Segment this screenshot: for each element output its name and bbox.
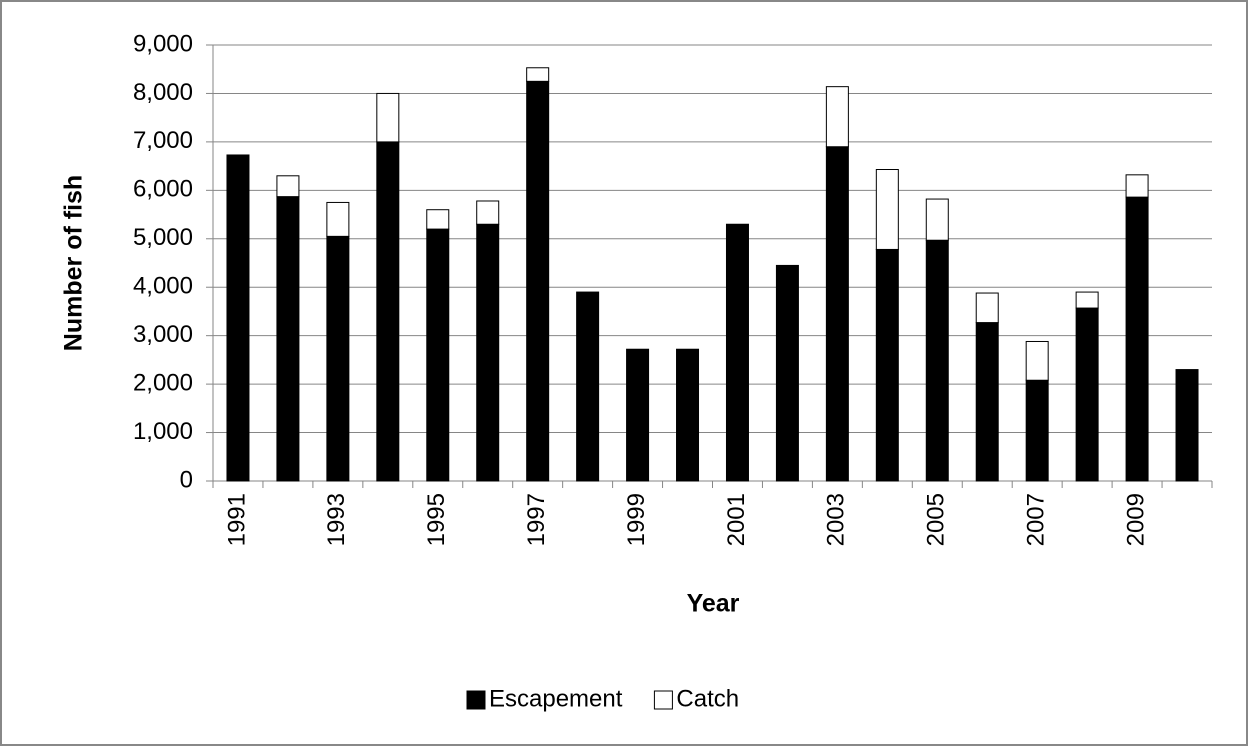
x-tick-label: 2009 — [1122, 493, 1149, 546]
y-tick-label: 4,000 — [133, 273, 193, 300]
x-tick-label: 1995 — [423, 493, 450, 546]
x-tick-label: 2003 — [823, 493, 850, 546]
bar — [825, 86, 849, 148]
bar — [326, 201, 350, 237]
bar — [825, 146, 849, 482]
bar — [1075, 291, 1099, 309]
x-tick-label: 1999 — [623, 493, 650, 546]
bar — [875, 248, 899, 482]
x-tick-label: 2005 — [923, 493, 950, 546]
x-tick-label: 2001 — [723, 493, 750, 546]
bar — [975, 322, 999, 482]
legend-label: Escapement — [489, 685, 623, 712]
bar — [1125, 196, 1149, 482]
bar — [476, 223, 500, 482]
x-axis-title: Year — [687, 590, 740, 618]
y-tick-label: 9,000 — [133, 30, 193, 57]
y-tick-label: 5,000 — [133, 224, 193, 251]
bar — [1075, 307, 1099, 482]
y-tick-label: 7,000 — [133, 127, 193, 154]
y-axis-title: Number of fish — [60, 175, 88, 351]
y-tick-label: 1,000 — [133, 418, 193, 445]
bar — [925, 198, 949, 241]
bar — [276, 196, 300, 482]
bar — [276, 175, 300, 198]
bar — [526, 80, 550, 482]
x-tick-label: 2007 — [1023, 493, 1050, 546]
bar — [476, 200, 500, 225]
bar — [1125, 174, 1149, 198]
y-tick-label: 6,000 — [133, 176, 193, 203]
bar — [1025, 340, 1049, 381]
bar — [725, 223, 749, 482]
bar — [1175, 369, 1199, 482]
bar — [576, 291, 600, 482]
bar — [376, 92, 400, 143]
legend-swatch — [466, 690, 486, 710]
bar — [376, 141, 400, 482]
bar — [226, 154, 250, 482]
bar — [775, 264, 799, 482]
y-tick-label: 3,000 — [133, 321, 193, 348]
y-tick-label: 0 — [180, 466, 193, 493]
bar — [676, 348, 700, 482]
bar — [875, 169, 899, 250]
legend-swatch — [653, 690, 673, 710]
bar — [975, 292, 999, 324]
y-tick-label: 2,000 — [133, 369, 193, 396]
x-tick-label: 1993 — [323, 493, 350, 546]
bar — [925, 239, 949, 482]
x-tick-label: 1997 — [523, 493, 550, 546]
bar — [426, 228, 450, 482]
y-tick-label: 8,000 — [133, 79, 193, 106]
legend-label: Catch — [676, 685, 739, 712]
bar — [426, 209, 450, 230]
bar — [1025, 379, 1049, 482]
bar — [326, 235, 350, 482]
bar — [626, 348, 650, 482]
bar — [526, 67, 550, 82]
x-tick-label: 1991 — [223, 493, 250, 546]
